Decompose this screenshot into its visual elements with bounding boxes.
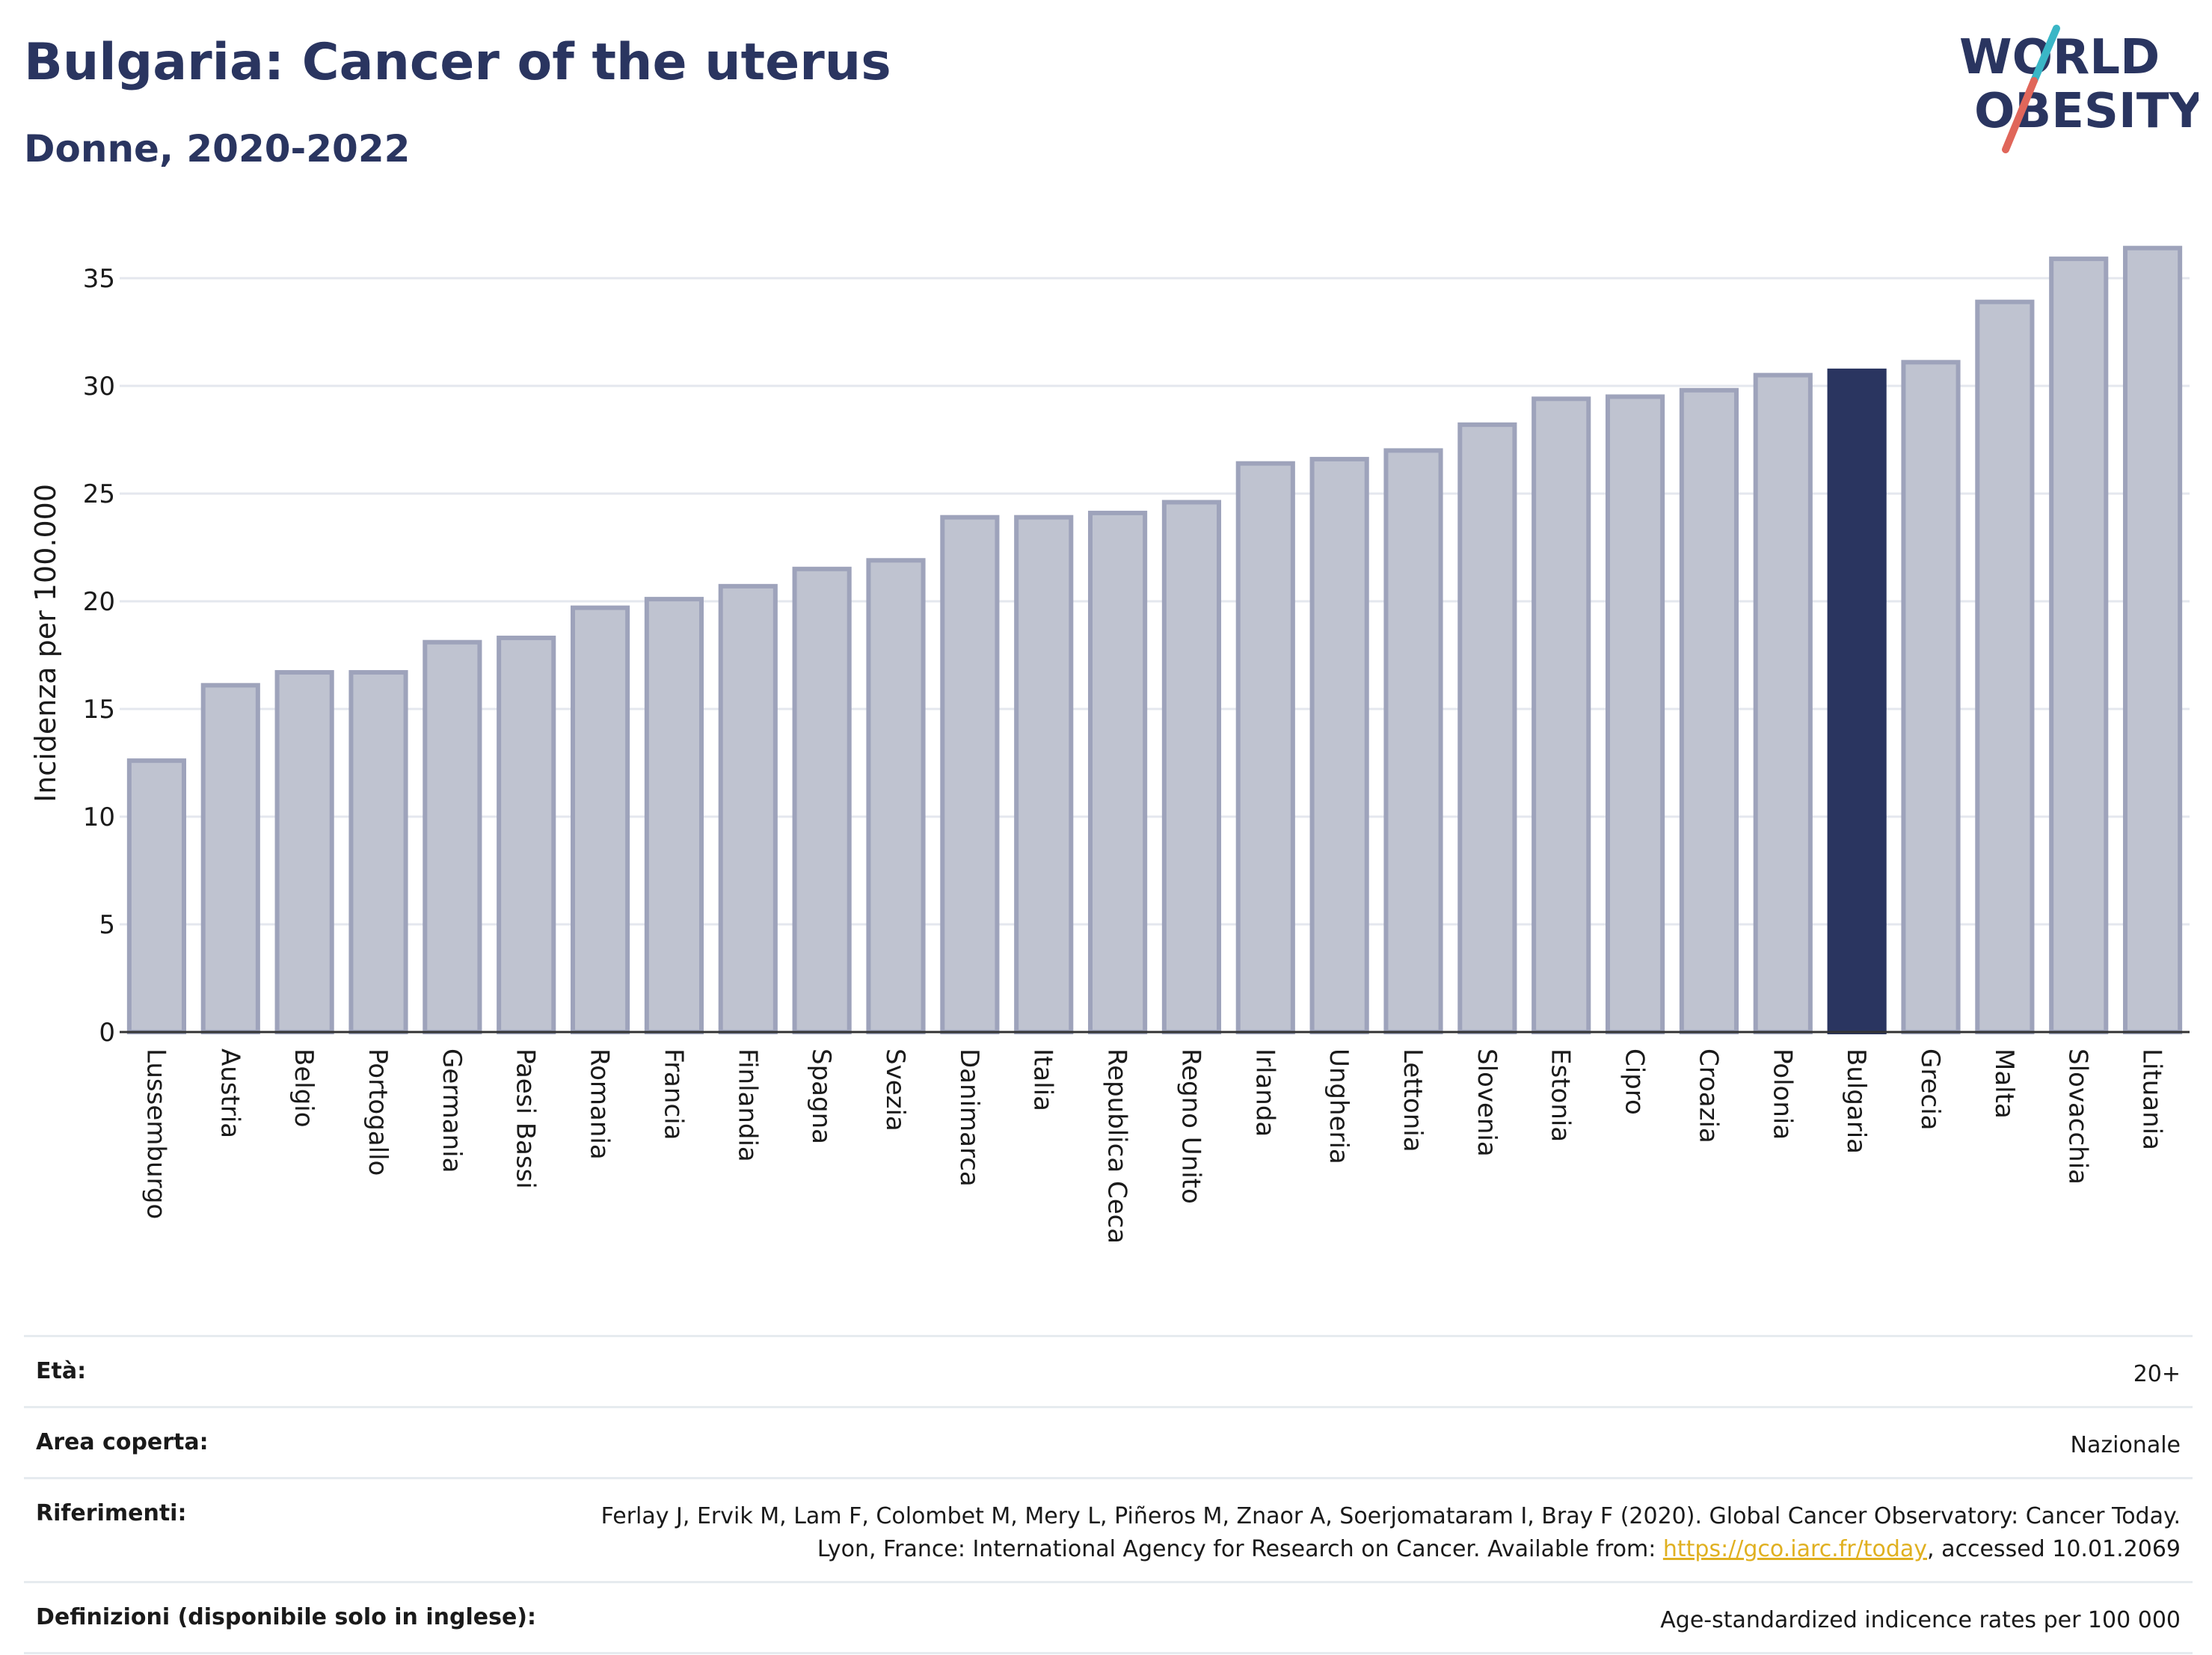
x-tick-label: Germania: [437, 1048, 467, 1173]
bar-grecia[interactable]: [1901, 360, 1961, 1034]
info-table: Età: 20+ Area coperta: Nazionale Riferim…: [24, 1335, 2193, 1654]
y-tick-label: 15: [83, 695, 115, 725]
x-tick-label: Malta: [1989, 1048, 2019, 1119]
bar-polonia[interactable]: [1753, 372, 1813, 1035]
chart-subtitle: Donne, 2020-2022: [24, 127, 411, 171]
x-tick-label: Estonia: [1546, 1048, 1576, 1142]
y-tick-label: 5: [99, 910, 115, 940]
x-tick-label: Francia: [658, 1048, 688, 1140]
bar-danimarca[interactable]: [940, 515, 1000, 1034]
y-tick-label: 30: [83, 372, 115, 402]
bar-romania[interactable]: [570, 605, 630, 1034]
reference-accessed: , accessed 10.01.2069: [1927, 1536, 2181, 1562]
logo-line2: OBESITY: [1974, 84, 2199, 139]
bar-ungheria[interactable]: [1309, 456, 1369, 1035]
y-axis-ticks: 0 5 10 15 20 25 30 35: [83, 264, 115, 1048]
x-tick-label: Republica Ceca: [1102, 1048, 1132, 1244]
bar-lussemburgo[interactable]: [126, 758, 187, 1034]
bar-francia[interactable]: [644, 597, 704, 1034]
info-row-age: Età: 20+: [24, 1335, 2193, 1406]
info-row-area: Area coperta: Nazionale: [24, 1406, 2193, 1477]
x-tick-label: Italia: [1028, 1048, 1058, 1111]
info-value: Age-standardized indicence rates per 100…: [1660, 1607, 2181, 1633]
bar-chart: 0 5 10 15 20 25 30 35 Lussemburgo Austria Belgio P…: [29, 245, 2190, 1244]
bar-regno-unito[interactable]: [1161, 500, 1222, 1034]
y-tick-label: 35: [83, 264, 115, 294]
x-tick-label: Portogallo: [363, 1048, 393, 1176]
bar-bulgaria[interactable]: [1827, 368, 1887, 1034]
bar-irlanda[interactable]: [1235, 461, 1295, 1034]
y-axis-title: Incidenza per 100.000: [29, 484, 62, 802]
x-tick-label: Danimarca: [954, 1048, 984, 1187]
x-tick-label: Regno Unito: [1176, 1048, 1205, 1204]
x-tick-label: Ungheria: [1324, 1048, 1354, 1164]
logo-slash-coral: [2002, 77, 2038, 153]
x-axis-labels: Lussemburgo Austria Belgio Portogallo German…: [141, 1048, 2166, 1244]
bar-croazia[interactable]: [1679, 387, 1739, 1034]
y-tick-label: 0: [99, 1018, 115, 1048]
bar-malta[interactable]: [1975, 299, 2035, 1035]
x-tick-label: Cipro: [1620, 1048, 1650, 1115]
x-tick-label: Austria: [215, 1048, 245, 1138]
info-key: Età:: [36, 1358, 87, 1384]
y-tick-label: 25: [83, 479, 115, 509]
info-value: 20+: [2133, 1361, 2181, 1387]
info-key: Definizioni (disponibile solo in inglese…: [36, 1604, 536, 1630]
y-tick-label: 10: [83, 802, 115, 832]
bar-italia[interactable]: [1014, 515, 1074, 1034]
x-tick-label: Croazia: [1693, 1048, 1723, 1143]
x-tick-label: Bulgaria: [1841, 1048, 1871, 1154]
bar-austria[interactable]: [200, 683, 260, 1034]
info-value: Ferlay J, Ervik M, Lam F, Colombet M, Me…: [573, 1500, 2181, 1566]
info-key: Area coperta:: [36, 1429, 209, 1455]
x-tick-label: Lituania: [2137, 1048, 2167, 1150]
bars: [126, 245, 2183, 1035]
x-tick-label: Lettonia: [1398, 1048, 1428, 1152]
bar-portogallo[interactable]: [348, 670, 408, 1034]
x-tick-label: Slovenia: [1472, 1048, 1502, 1157]
bar-svezia[interactable]: [866, 558, 926, 1034]
bar-lettonia[interactable]: [1383, 448, 1443, 1034]
bar-republica-ceca[interactable]: [1087, 510, 1148, 1035]
world-obesity-logo: WORLD OBESITY: [1959, 25, 2199, 153]
x-tick-label: Lussemburgo: [141, 1048, 170, 1219]
x-tick-label: Belgio: [289, 1048, 319, 1128]
info-row-definitions: Definizioni (disponibile solo in inglese…: [24, 1581, 2193, 1654]
chart-title: Bulgaria: Cancer of the uterus: [24, 33, 891, 92]
bar-estonia[interactable]: [1531, 396, 1591, 1034]
bar-paesi-bassi[interactable]: [497, 635, 556, 1034]
info-key: Riferimenti:: [36, 1500, 187, 1526]
x-tick-label: Svezia: [880, 1048, 910, 1132]
reference-link[interactable]: https://gco.iarc.fr/today: [1662, 1536, 1928, 1562]
bar-lituania[interactable]: [2122, 245, 2183, 1034]
x-tick-label: Finlandia: [732, 1048, 762, 1162]
logo-line1: WORLD: [1959, 30, 2160, 85]
x-tick-label: Spagna: [806, 1048, 836, 1144]
reference-text: Ferlay J, Ervik M, Lam F, Colombet M, Me…: [600, 1503, 2181, 1562]
x-tick-label: Irlanda: [1250, 1048, 1279, 1137]
logo-slash-teal: [2030, 25, 2060, 85]
x-tick-label: Paesi Bassi: [511, 1048, 541, 1189]
bar-slovacchia[interactable]: [2049, 257, 2109, 1035]
info-value: Nazionale: [2070, 1432, 2181, 1458]
info-row-references: Riferimenti: Ferlay J, Ervik M, Lam F, C…: [24, 1477, 2193, 1581]
bar-germania[interactable]: [423, 639, 482, 1034]
bar-belgio[interactable]: [274, 670, 334, 1034]
bar-spagna[interactable]: [792, 566, 852, 1034]
x-tick-label: Polonia: [1767, 1048, 1797, 1140]
x-tick-label: Romania: [585, 1048, 615, 1160]
bar-finlandia[interactable]: [718, 583, 778, 1034]
y-tick-label: 20: [83, 587, 115, 617]
x-tick-label: Grecia: [1915, 1048, 1945, 1130]
bar-cipro[interactable]: [1605, 394, 1665, 1034]
bar-slovenia[interactable]: [1457, 422, 1517, 1034]
x-tick-label: Slovacchia: [2063, 1048, 2093, 1185]
